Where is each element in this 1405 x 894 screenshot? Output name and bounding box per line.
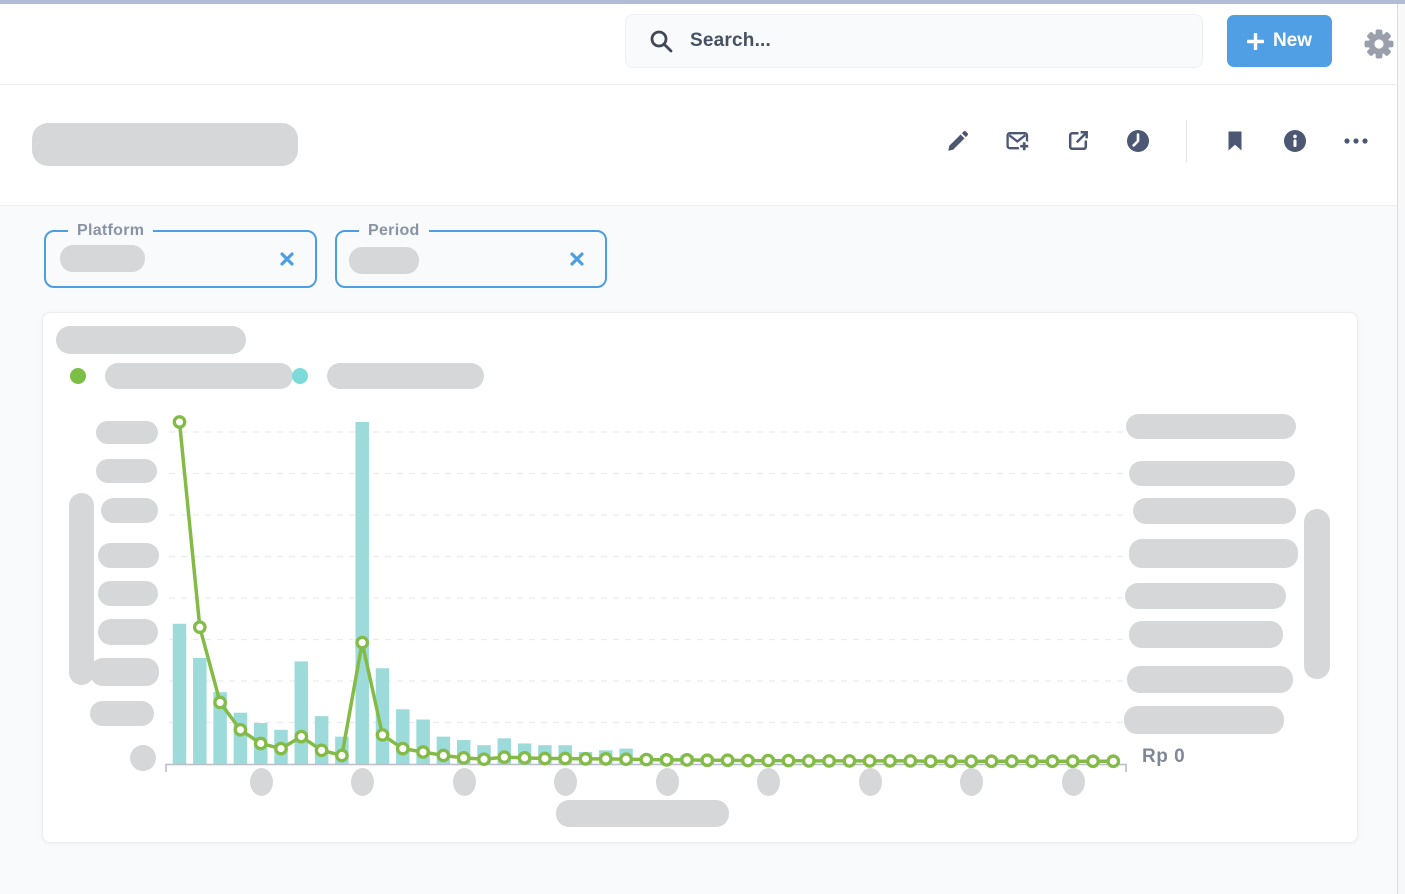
legend-dot-teal: [292, 368, 308, 384]
right-axis-label-redacted: [1125, 583, 1286, 609]
x-axis-tick-label-redacted: [554, 768, 577, 796]
filter-period-label: Period: [359, 221, 429, 241]
x-axis-tick-label-redacted: [960, 768, 983, 796]
left-axis-label-redacted: [90, 701, 154, 726]
top-nav-bar: Search... New: [0, 4, 1405, 85]
gear-icon: [1364, 29, 1394, 59]
edit-dashboard-button[interactable]: [946, 129, 970, 153]
new-button[interactable]: New: [1227, 15, 1332, 67]
right-axis-title-redacted: [1304, 509, 1330, 679]
x-axis-tick-label-redacted: [859, 768, 882, 796]
filter-platform[interactable]: Platform: [44, 221, 317, 288]
ellipsis-icon: [1344, 138, 1368, 144]
legend-item-bar-series[interactable]: [292, 363, 484, 389]
info-icon: [1284, 130, 1306, 152]
auto-refresh-button[interactable]: [1126, 129, 1150, 153]
left-axis-label-redacted: [98, 619, 158, 645]
filter-platform-value-redacted: [60, 245, 145, 272]
left-axis-title-redacted: [69, 493, 94, 685]
more-options-button[interactable]: [1343, 129, 1368, 153]
x-axis-title-redacted: [556, 800, 729, 827]
left-axis-zero-label-redacted: [130, 745, 156, 771]
right-axis-label-redacted: [1124, 706, 1284, 734]
legend-dot-green: [70, 368, 86, 384]
dashboard-header: [0, 85, 1405, 206]
search-input[interactable]: Search...: [625, 14, 1203, 68]
right-axis-label-redacted: [1127, 666, 1293, 693]
legend-label-redacted: [327, 363, 484, 389]
x-axis-tick-label-redacted: [1062, 768, 1085, 796]
legend-label-redacted: [105, 363, 293, 389]
mail-plus-icon: [1006, 132, 1030, 152]
right-axis-label-redacted: [1129, 621, 1283, 648]
right-axis-label-redacted: [1129, 461, 1295, 486]
bookmark-button[interactable]: [1223, 129, 1247, 153]
left-axis-label-redacted: [96, 421, 158, 444]
pencil-icon: [948, 130, 969, 151]
x-axis-tick-label-redacted: [351, 768, 374, 796]
settings-button[interactable]: [1363, 28, 1395, 60]
x-axis-tick-label-redacted: [453, 768, 476, 796]
window-top-strip: [0, 0, 1405, 4]
right-axis-label-redacted: [1133, 498, 1296, 524]
filter-period-value-redacted: [349, 247, 419, 274]
search-placeholder: Search...: [690, 30, 772, 51]
bookmark-icon: [1228, 131, 1242, 151]
info-button[interactable]: [1283, 129, 1307, 153]
right-axis-zero-label: Rp 0: [1142, 746, 1186, 767]
dashboard-title-redacted: [32, 123, 298, 166]
filter-platform-clear-button[interactable]: [279, 251, 295, 267]
filter-platform-label: Platform: [68, 221, 154, 241]
left-axis-label-redacted: [98, 543, 159, 568]
x-icon: [570, 252, 584, 266]
clock-icon: [1127, 130, 1149, 152]
left-axis-label-redacted: [96, 459, 157, 483]
filter-period[interactable]: Period: [335, 221, 607, 288]
search-icon: [650, 30, 673, 53]
x-icon: [280, 252, 294, 266]
left-axis-label-redacted: [90, 658, 159, 686]
x-axis-tick-label-redacted: [757, 768, 780, 796]
header-divider: [1186, 120, 1187, 162]
new-button-label: New: [1272, 30, 1313, 51]
plus-icon: [1246, 32, 1264, 50]
legend-item-line-series[interactable]: [70, 363, 293, 389]
filter-period-clear-button[interactable]: [569, 251, 585, 267]
dashboard-content: Platform Period: [0, 206, 1405, 894]
left-axis-label-redacted: [98, 581, 158, 606]
left-axis-label-redacted: [101, 498, 158, 523]
card-title-redacted: [56, 326, 246, 354]
right-axis-label-redacted: [1126, 414, 1296, 439]
share-icon: [1068, 131, 1088, 151]
right-axis-label-redacted: [1129, 539, 1298, 568]
chart-card: Rp 0: [42, 312, 1358, 843]
vertical-scrollbar[interactable]: [1397, 4, 1405, 894]
header-action-bar: [946, 120, 1368, 162]
x-axis-tick-label-redacted: [656, 768, 679, 796]
combo-chart[interactable]: [161, 413, 1141, 779]
sharing-button[interactable]: [1066, 129, 1090, 153]
x-axis-tick-label-redacted: [250, 768, 273, 796]
subscriptions-button[interactable]: [1006, 129, 1030, 153]
